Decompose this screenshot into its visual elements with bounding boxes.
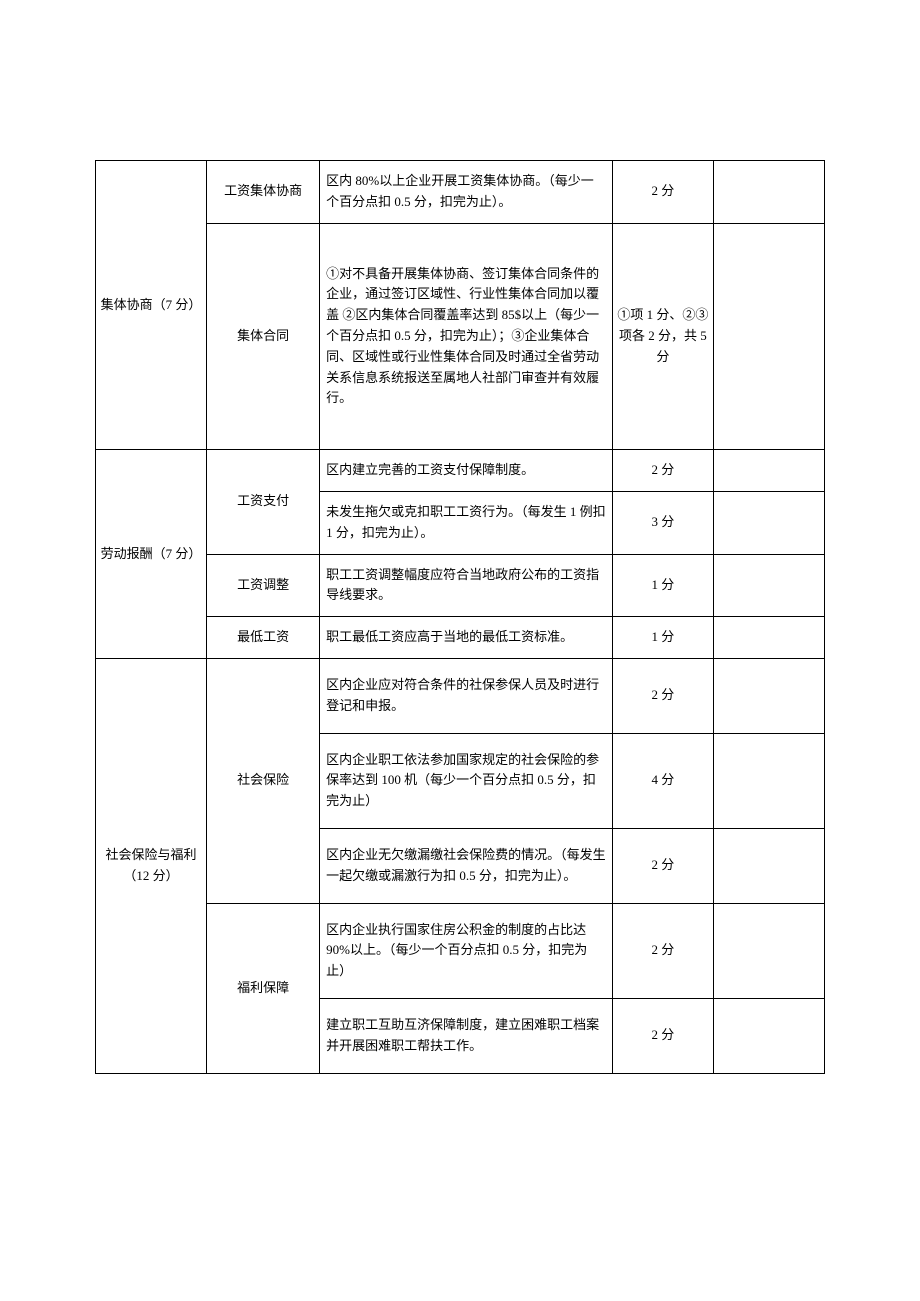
desc-cell: 区内企业无欠缴漏缴社会保险费的情况。（每发生一起欠缴或漏激行为扣 0.5 分，扣… [320, 828, 613, 903]
item-cell: 工资集体协商 [207, 161, 320, 224]
desc-cell: 区内 80%以上企业开展工资集体协商。（每少一个百分点扣 0.5 分，扣完为止）… [320, 161, 613, 224]
score-cell: 2 分 [612, 450, 713, 492]
score-cell: 3 分 [612, 491, 713, 554]
table-row: 劳动报酬（7 分） 工资支付 区内建立完善的工资支付保障制度。 2 分 [96, 450, 825, 492]
item-cell: 社会保险 [207, 658, 320, 903]
desc-cell: 区内企业应对符合条件的社保参保人员及时进行登记和申报。 [320, 658, 613, 733]
desc-cell: 区内建立完善的工资支付保障制度。 [320, 450, 613, 492]
blank-cell [713, 903, 824, 998]
score-cell: 4 分 [612, 733, 713, 828]
score-cell: 2 分 [612, 903, 713, 998]
desc-cell: 职工最低工资应高于当地的最低工资标准。 [320, 617, 613, 659]
blank-cell [713, 617, 824, 659]
score-cell: 2 分 [612, 161, 713, 224]
blank-cell [713, 554, 824, 617]
score-cell: 1 分 [612, 554, 713, 617]
score-cell: 2 分 [612, 828, 713, 903]
blank-cell [713, 658, 824, 733]
desc-cell: 职工工资调整幅度应符合当地政府公布的工资指导线要求。 [320, 554, 613, 617]
score-cell: ①项 1 分、②③项各 2 分，共 5 分 [612, 223, 713, 450]
category-cell: 社会保险与福利（12 分） [96, 658, 207, 1073]
item-cell: 集体合同 [207, 223, 320, 450]
blank-cell [713, 998, 824, 1073]
desc-cell: ①对不具备开展集体协商、签订集体合同条件的企业，通过签订区域性、行业性集体合同加… [320, 223, 613, 450]
desc-cell: 区内企业职工依法参加国家规定的社会保险的参保率达到 100 机（每少一个百分点扣… [320, 733, 613, 828]
blank-cell [713, 450, 824, 492]
item-cell: 工资支付 [207, 450, 320, 554]
blank-cell [713, 491, 824, 554]
score-cell: 2 分 [612, 658, 713, 733]
blank-cell [713, 828, 824, 903]
desc-cell: 区内企业执行国家住房公积金的制度的占比达 90%以上。（每少一个百分点扣 0.5… [320, 903, 613, 998]
blank-cell [713, 223, 824, 450]
evaluation-table: 集体协商（7 分） 工资集体协商 区内 80%以上企业开展工资集体协商。（每少一… [95, 160, 825, 1074]
item-cell: 最低工资 [207, 617, 320, 659]
category-cell: 劳动报酬（7 分） [96, 450, 207, 659]
blank-cell [713, 733, 824, 828]
desc-cell: 建立职工互助互济保障制度，建立困难职工档案并开展困难职工帮扶工作。 [320, 998, 613, 1073]
category-cell: 集体协商（7 分） [96, 161, 207, 450]
blank-cell [713, 161, 824, 224]
table-row: 集体协商（7 分） 工资集体协商 区内 80%以上企业开展工资集体协商。（每少一… [96, 161, 825, 224]
desc-cell: 未发生拖欠或克扣职工工资行为。（每发生 1 例扣 1 分，扣完为止）。 [320, 491, 613, 554]
table-row: 社会保险与福利（12 分） 社会保险 区内企业应对符合条件的社保参保人员及时进行… [96, 658, 825, 733]
item-cell: 福利保障 [207, 903, 320, 1073]
score-cell: 1 分 [612, 617, 713, 659]
score-cell: 2 分 [612, 998, 713, 1073]
item-cell: 工资调整 [207, 554, 320, 617]
